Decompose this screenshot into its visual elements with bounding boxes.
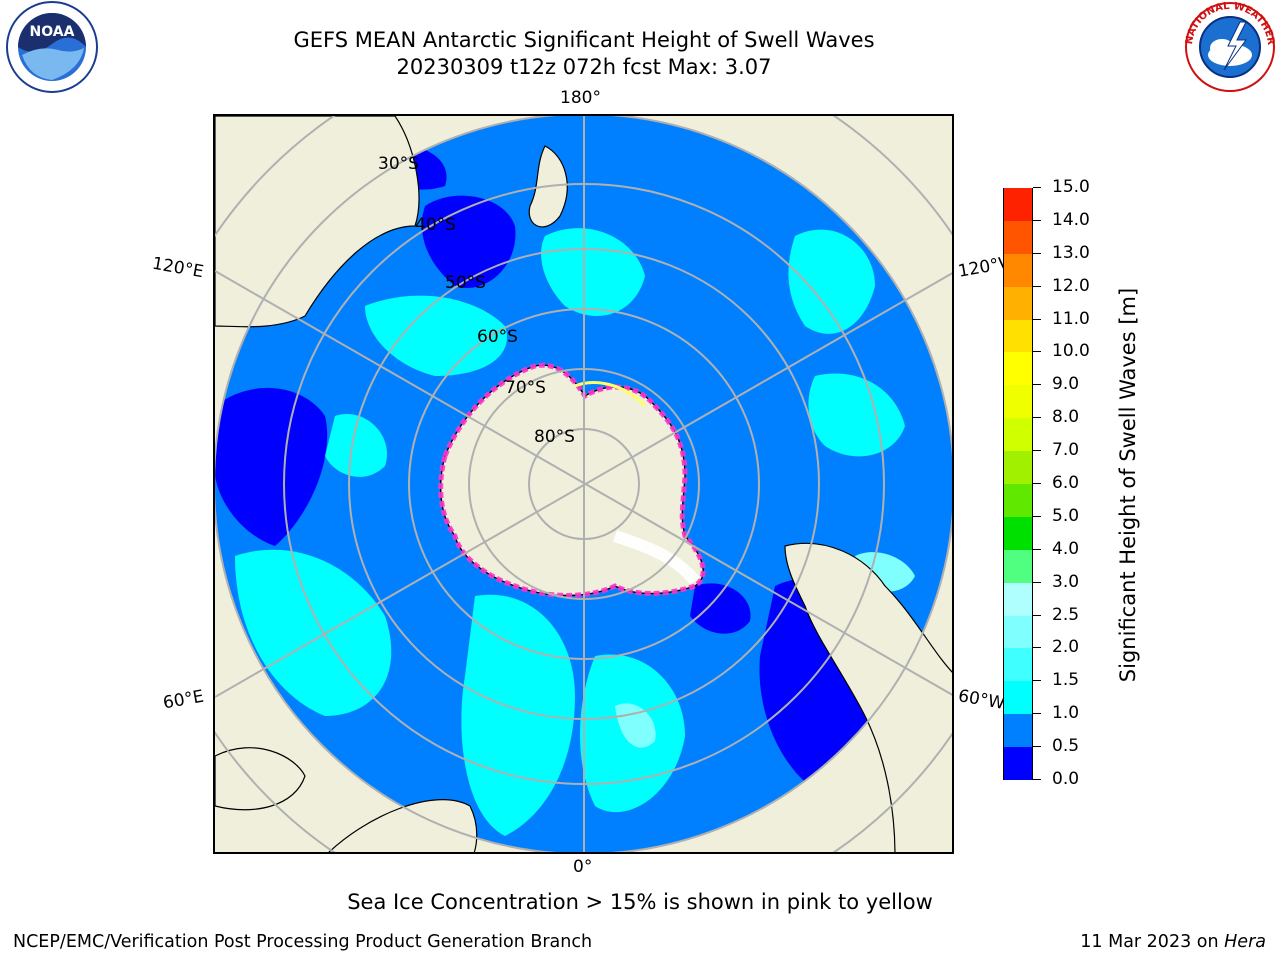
- colorbar-tick-label: 11.0: [1052, 308, 1090, 329]
- colorbar-tick-label: 14.0: [1052, 209, 1090, 230]
- colorbar-segment: [1004, 351, 1032, 386]
- colorbar-tick: [1033, 187, 1041, 188]
- land-africa: [328, 799, 478, 852]
- noaa-logo-icon: NOAA: [0, 0, 104, 100]
- colorbar-tick-label: 5.0: [1052, 505, 1080, 526]
- colorbar-tick: [1033, 318, 1041, 320]
- lat-label-80s: 80°S: [534, 427, 575, 447]
- run-date-text: 11 Mar 2023 on: [1080, 932, 1225, 952]
- noaa-logo-text: NOAA: [30, 24, 75, 40]
- colorbar-segment: [1004, 253, 1032, 287]
- chart-subtitle: 20230309 t12z 072h fcst Max: 3.07: [396, 55, 772, 79]
- colorbar-segment: [1004, 615, 1032, 649]
- colorbar-tick: [1033, 548, 1041, 550]
- colorbar-tick-label: 7.0: [1052, 440, 1080, 461]
- colorbar-tick-label: 9.0: [1052, 374, 1080, 395]
- colorbar-tick-label: 6.0: [1052, 473, 1080, 493]
- colorbar-tick-label: 1.0: [1052, 703, 1080, 724]
- lat-label-40s: 40°S: [415, 215, 456, 235]
- machine-name: Hera: [1224, 932, 1266, 952]
- colorbar-segment: [1004, 187, 1032, 221]
- colorbar-tick-label: 0.5: [1052, 736, 1080, 757]
- colorbar-tick: [1033, 713, 1041, 715]
- colorbar-tick: [1033, 450, 1041, 452]
- swell-band-mid: [788, 229, 875, 334]
- colorbar-tick-label: 2.0: [1052, 637, 1080, 658]
- lon-label-60w: 60°W: [956, 686, 1006, 714]
- map-panel: 30°S 40°S 50°S 60°S 70°S 80°S: [213, 114, 954, 854]
- colorbar-tick: [1033, 252, 1041, 254]
- land-australia: [215, 116, 420, 328]
- colorbar-segment: [1004, 516, 1032, 550]
- colorbar-tick: [1033, 515, 1041, 517]
- lat-label-30s: 30°S: [378, 154, 419, 174]
- sea-ice-edge-high: [574, 381, 647, 408]
- colorbar-segment: [1004, 384, 1032, 419]
- colorbar-segment: [1004, 319, 1032, 353]
- sea-ice-note: Sea Ice Concentration > 15% is shown in …: [347, 890, 933, 914]
- colorbar-segment: [1004, 417, 1032, 452]
- colorbar-tick: [1033, 581, 1041, 583]
- colorbar-tick: [1033, 285, 1041, 287]
- swell-patch-low: [215, 387, 328, 546]
- lat-label-70s: 70°S: [505, 378, 546, 398]
- nws-logo-icon: NATIONAL WEATHER SERVICE: [1176, 0, 1280, 100]
- colorbar-segment: [1004, 713, 1032, 748]
- polar-map: 30°S 40°S 50°S 60°S 70°S 80°S: [215, 116, 952, 852]
- colorbar-tick-label: 12.0: [1052, 275, 1090, 296]
- colorbar-tick-label: 15.0: [1052, 177, 1090, 197]
- swell-band-mid: [325, 414, 387, 477]
- colorbar-tick-label: 13.0: [1052, 242, 1090, 263]
- colorbar-tick: [1033, 219, 1041, 221]
- colorbar-segment: [1004, 549, 1032, 583]
- lon-label-60e: 60°E: [161, 686, 206, 714]
- colorbar-segment: [1004, 582, 1032, 616]
- colorbar-segment: [1004, 483, 1032, 517]
- colorbar-segment: [1004, 220, 1032, 254]
- colorbar-segment: [1004, 746, 1032, 780]
- colorbar-segment: [1004, 450, 1032, 484]
- colorbar-segment: [1004, 647, 1032, 682]
- lon-label-120w: 120°W: [956, 254, 1006, 282]
- colorbar-tick: [1033, 680, 1041, 682]
- credit-line: NCEP/EMC/Verification Post Processing Pr…: [13, 932, 593, 952]
- lon-label-180: 180°: [560, 88, 601, 108]
- colorbar-tick: [1033, 483, 1041, 484]
- colorbar-tick: [1033, 614, 1041, 616]
- colorbar-tick-label: 10.0: [1052, 341, 1090, 362]
- lon-label-0: 0°: [573, 857, 593, 877]
- colorbar-tick: [1033, 351, 1041, 353]
- colorbar-tick: [1033, 384, 1041, 386]
- colorbar-tick-label: 3.0: [1052, 571, 1080, 592]
- colorbar-segment: [1004, 680, 1032, 715]
- sea-ice-white: [613, 530, 700, 585]
- colorbar-tick: [1033, 746, 1041, 748]
- chart-title: GEFS MEAN Antarctic Significant Height o…: [293, 28, 875, 52]
- colorbar-tick: [1033, 647, 1041, 649]
- lat-label-50s: 50°S: [445, 273, 486, 293]
- sea-ice-edge: [438, 362, 706, 598]
- colorbar-tick-label: 8.0: [1052, 407, 1080, 428]
- colorbar-tick-label: 4.0: [1052, 538, 1080, 559]
- colorbar-tick-label: 2.5: [1052, 604, 1080, 625]
- graticule: [215, 116, 952, 852]
- colorbar-segment: [1004, 286, 1032, 320]
- swell-band-mid: [365, 295, 507, 376]
- swell-patch-low: [690, 583, 751, 634]
- colorbar-tick-label: 0.0: [1052, 769, 1080, 789]
- colorbar-title: Significant Height of Swell Waves [m]: [1116, 287, 1140, 683]
- lat-label-60s: 60°S: [477, 327, 518, 347]
- colorbar-tick: [1033, 417, 1041, 419]
- lon-label-120e: 120°E: [150, 253, 206, 283]
- colorbar-tick: [1033, 779, 1041, 780]
- colorbar-tick-label: 1.5: [1052, 670, 1080, 691]
- colorbar: [1003, 187, 1033, 780]
- run-date: 11 Mar 2023 on Hera: [1080, 932, 1266, 952]
